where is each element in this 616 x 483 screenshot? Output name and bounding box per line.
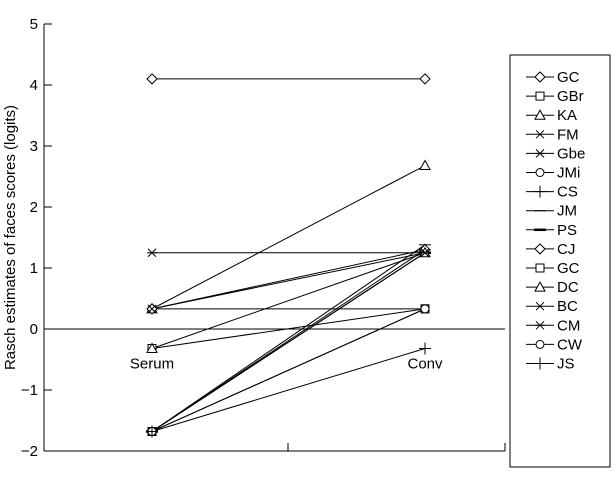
- marker-square: [535, 263, 545, 273]
- legend-item: GC: [526, 260, 580, 277]
- series-line-cw: [151, 308, 426, 432]
- marker-asterisk: [535, 149, 545, 158]
- marker-square: [535, 91, 545, 101]
- series-line-gbr: [151, 308, 426, 350]
- marker-asterisk: [147, 248, 157, 258]
- series-lines: [151, 78, 426, 432]
- category-label: Serum: [130, 356, 174, 373]
- marker-triangle: [146, 342, 158, 354]
- legend-label: JS: [557, 356, 575, 373]
- legend-label: CJ: [557, 241, 575, 258]
- legend-label: JMi: [557, 165, 580, 182]
- y-axis-label: Rasch estimates of faces scores (logits): [2, 105, 19, 370]
- marker-x: [535, 301, 545, 311]
- legend-label: JM: [557, 203, 577, 220]
- axes: −2 −1 0 1 2 3 4 5 Rasch estimates of faces score…: [2, 16, 506, 460]
- legend-box: [509, 54, 611, 468]
- marker-circle: [420, 304, 430, 314]
- legend-item: DC: [526, 279, 579, 296]
- marker-triangle: [534, 109, 546, 120]
- series-line-ka: [151, 165, 426, 310]
- legend-label: Gbe: [557, 145, 585, 162]
- legend-label: CM: [557, 317, 580, 334]
- legend-item: PS: [526, 222, 577, 239]
- series-line-js: [151, 348, 426, 432]
- legend-item: BC: [526, 298, 578, 315]
- y-tick-label: −2: [21, 443, 38, 460]
- series-markers: [146, 73, 431, 438]
- y-tick-label: 1: [30, 260, 38, 277]
- marker-plus: [534, 357, 546, 370]
- marker-diamond: [534, 243, 546, 255]
- marker-triangle: [419, 159, 431, 171]
- legend-item: CM: [526, 317, 580, 334]
- category-label: Conv: [407, 356, 443, 373]
- marker-diamond: [419, 73, 431, 85]
- series-line-cm: [151, 252, 426, 432]
- series-line-dc: [151, 252, 426, 349]
- y-tick-label: 3: [30, 138, 38, 155]
- marker-plus: [534, 185, 546, 198]
- legend-label: FM: [557, 126, 579, 143]
- series-line-jm: [151, 244, 426, 432]
- legend-label: KA: [557, 107, 577, 124]
- marker-x: [535, 129, 545, 139]
- marker-plus: [419, 342, 431, 355]
- legend: GC GBr KA FM Gbe JMi CS JM PS CJ GC DC BC CM CW JS: [509, 54, 611, 468]
- legend-label: DC: [557, 279, 579, 296]
- legend-item: GC: [526, 69, 580, 86]
- legend-item: JM: [526, 203, 577, 220]
- legend-item: GBr: [526, 88, 584, 105]
- y-tick-label: 5: [30, 16, 38, 33]
- legend-item: Gbe: [526, 145, 585, 162]
- legend-item: JMi: [526, 165, 580, 182]
- legend-label: PS: [557, 222, 577, 239]
- legend-item: CJ: [526, 241, 575, 258]
- legend-label: GBr: [557, 88, 584, 105]
- marker-triangle: [534, 281, 546, 292]
- y-tick-label: 2: [30, 199, 38, 216]
- legend-label: GC: [557, 260, 580, 277]
- marker-diamond: [146, 73, 158, 85]
- legend-item: CS: [526, 184, 578, 201]
- y-tick-label: −1: [21, 382, 38, 399]
- marker-circle: [535, 168, 545, 177]
- legend-item: KA: [526, 107, 577, 124]
- legend-item: JS: [526, 356, 575, 373]
- y-tick-label: 0: [30, 321, 38, 338]
- legend-label: CW: [557, 336, 583, 353]
- y-tick-label: 4: [30, 77, 38, 94]
- marker-circle: [535, 339, 545, 349]
- marker-asterisk: [535, 320, 545, 330]
- marker-x: [147, 304, 157, 314]
- legend-item: FM: [526, 126, 579, 143]
- legend-item: CW: [526, 336, 583, 353]
- legend-label: BC: [557, 298, 578, 315]
- legend-label: CS: [557, 184, 578, 201]
- marker-diamond: [534, 71, 546, 83]
- series-line-bc: [151, 252, 426, 310]
- marker-asterisk: [420, 248, 430, 258]
- marker-plus: [146, 425, 158, 438]
- legend-label: GC: [557, 69, 580, 86]
